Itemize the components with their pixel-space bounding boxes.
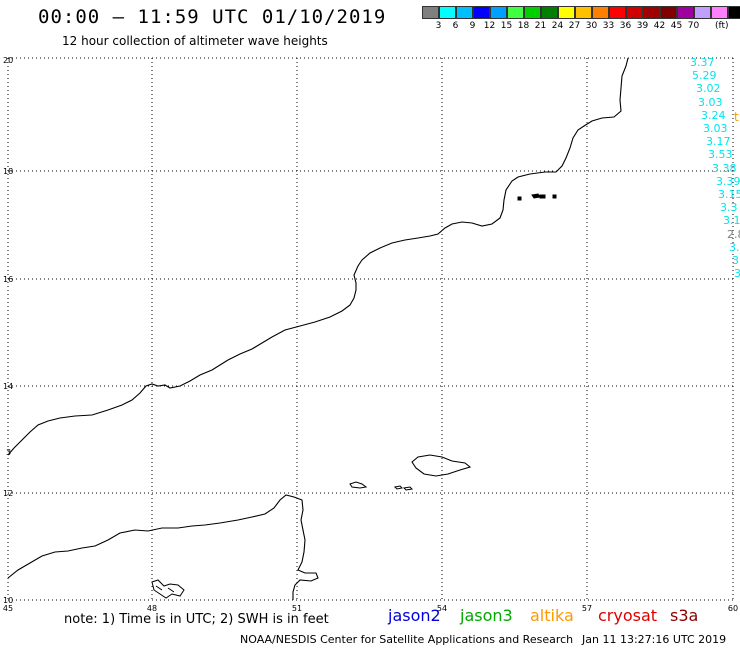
wave-reading: 3.39 bbox=[716, 174, 740, 188]
wave-reading: 3.3 bbox=[720, 201, 738, 215]
color-scale-labels: 3 6 9 12 15 18 21 24 27 30 33 36 39 42 45 70 bbox=[422, 21, 702, 31]
scale-label: 33 bbox=[602, 21, 615, 31]
y-tick-labels: 20 18 16 14 12 10 bbox=[3, 56, 13, 605]
y-tick-label: 10 bbox=[3, 596, 13, 605]
island-brothers bbox=[393, 485, 414, 491]
color-swatch bbox=[711, 6, 728, 19]
x-tick-label: 54 bbox=[437, 604, 447, 613]
satellite-altika: altika bbox=[530, 606, 574, 625]
color-swatch bbox=[728, 6, 740, 19]
wave-reading: 3.17 bbox=[706, 135, 731, 149]
map-subtitle: 12 hour collection of altimeter wave hei… bbox=[62, 34, 328, 48]
wave-reading: 3.24 bbox=[701, 108, 726, 122]
scale-label: 45 bbox=[670, 21, 683, 31]
y-tick-label: 18 bbox=[3, 167, 13, 176]
wave-reading: 3.37 bbox=[690, 56, 715, 69]
color-swatch bbox=[694, 6, 711, 19]
x-tick-label: 57 bbox=[582, 604, 592, 613]
satellite-cryosat: cryosat bbox=[598, 606, 658, 625]
wave-reading: 3.03 bbox=[703, 122, 728, 135]
wave-reading: 2.8 bbox=[727, 227, 740, 241]
scale-label: 21 bbox=[534, 21, 547, 31]
color-scale bbox=[422, 6, 740, 19]
scale-label: 39 bbox=[636, 21, 649, 31]
island-abd-al-kuri bbox=[349, 481, 368, 489]
x-tick-label: 45 bbox=[3, 604, 13, 613]
wave-reading: 3.38 bbox=[712, 161, 737, 175]
island-cluster bbox=[151, 579, 185, 599]
scale-label: 42 bbox=[653, 21, 666, 31]
satellite-jason2: jason2 bbox=[388, 606, 441, 625]
wave-reading: 3.02 bbox=[696, 82, 721, 96]
color-swatch bbox=[439, 6, 456, 19]
wave-reading: 3.53 bbox=[708, 148, 733, 162]
point-label-left: 3 bbox=[6, 448, 11, 457]
color-swatch bbox=[507, 6, 524, 19]
color-swatch bbox=[456, 6, 473, 19]
scale-label: 18 bbox=[517, 21, 530, 31]
color-swatch bbox=[660, 6, 677, 19]
scale-label: 24 bbox=[551, 21, 564, 31]
scale-label: 15 bbox=[500, 21, 513, 31]
map-grid bbox=[7, 57, 734, 601]
color-swatch bbox=[575, 6, 592, 19]
satellite-jason3: jason3 bbox=[460, 606, 513, 625]
wave-reading: 3.1 bbox=[723, 214, 740, 228]
wave-reading: 3 bbox=[734, 267, 740, 281]
color-swatch bbox=[609, 6, 626, 19]
wave-reading: 3 bbox=[732, 254, 739, 267]
coastline-africa bbox=[7, 494, 319, 600]
x-tick-labels: 45 48 51 54 57 60 bbox=[3, 604, 738, 613]
footer-timestamp: Jan 11 13:27:16 UTC 2019 bbox=[582, 633, 727, 646]
satellite-s3a: s3a bbox=[670, 606, 699, 625]
footer-note: note: 1) Time is in UTC; 2) SWH is in fe… bbox=[64, 612, 329, 627]
y-tick-label: 14 bbox=[3, 382, 13, 391]
scale-label: 36 bbox=[619, 21, 632, 31]
x-tick-label: 60 bbox=[728, 604, 738, 613]
scale-label: 70 bbox=[687, 21, 700, 31]
color-swatch bbox=[558, 6, 575, 19]
y-tick-label: 20 bbox=[3, 56, 13, 65]
color-swatch bbox=[626, 6, 643, 19]
wave-reading: 3.03 bbox=[698, 95, 723, 109]
scale-label: 6 bbox=[452, 21, 459, 31]
color-swatch bbox=[422, 6, 439, 19]
color-swatch bbox=[473, 6, 490, 19]
footer-credit: NOAA/NESDIS Center for Satellite Applica… bbox=[240, 633, 574, 646]
y-tick-label: 12 bbox=[3, 489, 13, 498]
island-socotra bbox=[411, 454, 472, 477]
color-swatch bbox=[592, 6, 609, 19]
color-swatch bbox=[541, 6, 558, 19]
color-swatch bbox=[490, 6, 507, 19]
color-swatch bbox=[677, 6, 694, 19]
scale-label: 3 bbox=[435, 21, 442, 31]
coastline-arabia bbox=[7, 57, 629, 456]
islands-kuria-muria bbox=[517, 193, 557, 201]
edge-marker: t bbox=[734, 110, 739, 124]
scale-label: 9 bbox=[469, 21, 476, 31]
x-tick-label: 51 bbox=[292, 604, 302, 613]
map-title: 00:00 – 11:59 UTC 01/10/2019 bbox=[38, 6, 387, 28]
scale-label: 27 bbox=[568, 21, 581, 31]
color-swatch bbox=[643, 6, 660, 19]
wave-reading: 3. bbox=[729, 240, 740, 254]
color-scale-unit: (ft) bbox=[715, 21, 729, 31]
y-tick-label: 16 bbox=[3, 275, 13, 284]
color-swatch bbox=[524, 6, 541, 19]
x-tick-label: 48 bbox=[147, 604, 157, 613]
wave-reading: 3.15 bbox=[718, 188, 740, 201]
scale-label: 12 bbox=[483, 21, 496, 31]
wave-reading: 5.29 bbox=[692, 69, 717, 83]
scale-label: 30 bbox=[585, 21, 598, 31]
